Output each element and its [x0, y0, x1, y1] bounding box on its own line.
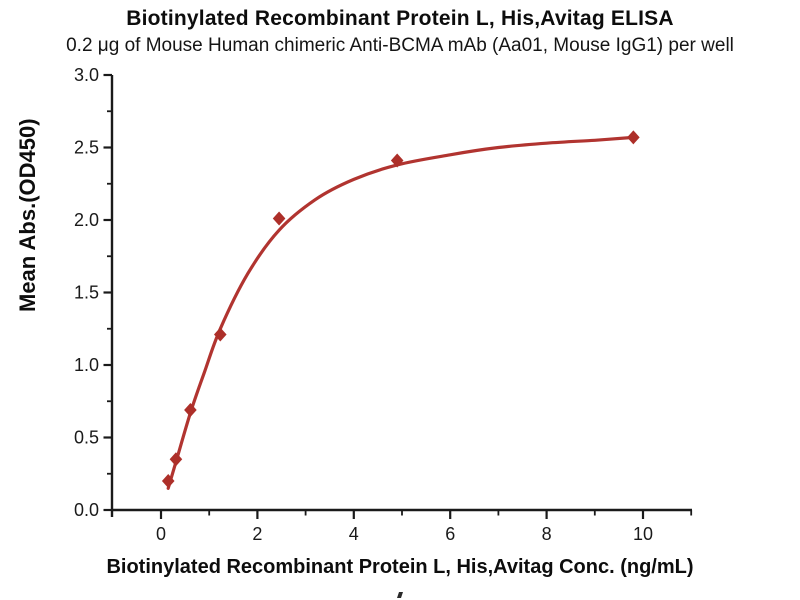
x-tick-label: 4	[349, 524, 359, 544]
x-tick-label: 8	[542, 524, 552, 544]
fit-curve-line	[166, 135, 635, 490]
data-point-marker	[169, 452, 183, 467]
y-tick-label: 0.0	[74, 500, 99, 520]
x-tick-label: 2	[252, 524, 262, 544]
x-tick-label: 10	[633, 524, 653, 544]
chart-title: Biotinylated Recombinant Protein L, His,…	[126, 7, 674, 30]
bottom-partial-glyph-icon	[397, 592, 403, 598]
chart-subtitle: 0.2 μg of Mouse Human chimeric Anti-BCMA…	[66, 35, 734, 56]
y-tick-label: 1.5	[74, 283, 99, 303]
data-point-marker	[184, 402, 197, 417]
y-tick-label: 2.5	[74, 138, 99, 158]
data-point-marker	[390, 153, 404, 168]
y-tick-label: 0.5	[74, 428, 99, 448]
y-tick-label: 3.0	[74, 65, 99, 85]
data-point-marker	[161, 474, 175, 488]
y-tick-label: 2.0	[74, 210, 99, 230]
data-point-marker	[272, 211, 286, 226]
x-tick-label: 6	[445, 524, 455, 544]
x-tick-label: 0	[156, 524, 166, 544]
data-point-marker	[627, 130, 640, 145]
x-axis-label: Biotinylated Recombinant Protein L, His,…	[106, 556, 694, 578]
data-point-marker	[213, 327, 227, 342]
y-tick-label: 1.0	[74, 355, 99, 375]
